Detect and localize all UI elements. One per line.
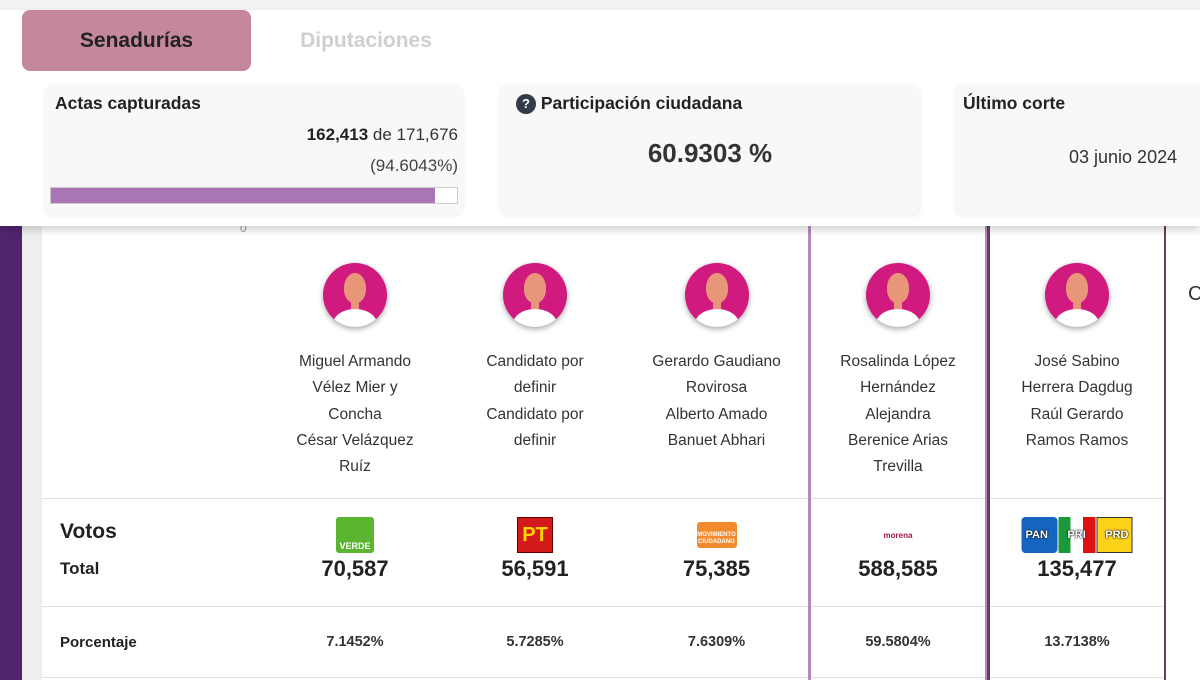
candidate-column: Miguel Armando Vélez Mier y Concha César Ve…	[265, 225, 445, 680]
candidate-name-line: Trevilla	[873, 458, 923, 476]
candidate-name-line: Hernández	[860, 379, 936, 397]
mc-party-logo: MOVIMIENTO CIUDADANO	[696, 522, 737, 548]
candidate-name-line: Gerardo Gaudiano	[652, 353, 781, 370]
summary-header: Senadurías Diputaciones Actas capturadas…	[0, 10, 1200, 226]
candidate-votes: 588,585	[858, 556, 938, 581]
morena-party-logo: morena	[884, 531, 913, 540]
participacion-header: ? Participación ciudadana	[516, 93, 742, 114]
candidate-name-line: Ruíz	[339, 458, 371, 476]
next-column-text: C	[1188, 283, 1200, 305]
question-circle-icon[interactable]: ?	[516, 94, 536, 114]
candidate-names: Miguel Armando Vélez Mier y Concha César Ve…	[265, 349, 445, 480]
avatar	[866, 263, 930, 327]
candidate-percent: 59.5804%	[865, 634, 931, 650]
stray-zero: 0	[240, 221, 247, 235]
row-divider	[42, 677, 1200, 678]
porcentaje-label: Porcentaje	[60, 634, 137, 651]
actas-count: 162,413 de 171,676	[307, 125, 458, 145]
candidate-name-line: Miguel Armando	[298, 353, 411, 370]
candidate-names: Candidato por definir Candidato por definir	[445, 349, 625, 454]
candidate-name-line: José Sabino	[1034, 353, 1120, 370]
candidate-name-line: Raúl Gerardo	[1030, 405, 1124, 423]
corte-date: 03 junio 2024	[1069, 147, 1178, 167]
verde-party-logo: VERDE	[336, 517, 374, 553]
votos-label: Votos	[60, 520, 117, 543]
candidate-percent: 5.7285%	[506, 634, 564, 650]
candidate-names: José Sabino Herrera Dagdug Raúl Gerardo Ram…	[990, 349, 1164, 454]
party-name: PAN PRI PRD	[1025, 529, 1129, 541]
gutter	[22, 225, 42, 680]
participacion-title: Participación ciudadana	[540, 93, 743, 113]
participacion-value: 60.9303 %	[647, 138, 773, 168]
party-name: PT	[522, 523, 548, 546]
candidate-votes: 70,587	[321, 556, 389, 581]
candidate-name-line: Banuet Abhari	[667, 431, 766, 449]
candidate-name-line: César Velázquez	[296, 431, 414, 449]
candidate-name-line: definir	[513, 379, 557, 397]
actas-progress-bar	[50, 187, 458, 204]
next-column: C	[1166, 225, 1200, 680]
candidate-name-line: Rovirosa	[685, 379, 748, 397]
party-logo: PT	[517, 517, 553, 553]
actas-progress-fill	[51, 188, 436, 203]
candidate-name-line: Candidato por	[486, 353, 584, 370]
actas-title: Actas capturadas	[55, 93, 201, 113]
party-logo: MOVIMIENTO CIUDADANO	[696, 517, 737, 553]
candidate-column: Gerardo Gaudiano Rovirosa Alberto Amado Ban…	[625, 225, 808, 680]
candidate-percent: 7.1452%	[326, 634, 384, 650]
candidate-name-line: Concha	[328, 405, 382, 423]
candidate-name-line: Rosalinda López	[840, 353, 956, 370]
candidate-percent: 7.6309%	[687, 634, 746, 650]
candidate-name-line: Vélez Mier y	[312, 379, 398, 397]
total-label: Total	[60, 559, 100, 578]
candidate-name-line: Berenice Arias	[848, 431, 948, 449]
candidate-name-line: Alberto Amado	[665, 405, 768, 423]
party-name: morena	[883, 530, 913, 540]
actas-percent: (94.6043%)	[370, 156, 458, 175]
candidate-names: Rosalinda López Hernández Alejandra Berenic…	[811, 349, 985, 480]
candidate-column: Rosalinda López Hernández Alejandra Berenic…	[808, 225, 988, 680]
pt-party-logo: PT	[517, 517, 553, 553]
avatar	[684, 263, 749, 327]
candidate-column: José Sabino Herrera Dagdug Raúl Gerardo Ram…	[987, 225, 1167, 680]
candidate-name-line: definir	[513, 431, 557, 449]
corte-card: Último corte 03 junio 2024	[955, 85, 1200, 215]
results-table: 0 Votos Total Porcentaje	[42, 221, 1200, 680]
actas-card: Actas capturadas 162,413 de 171,676 (94.…	[45, 85, 463, 215]
candidate-percent: 13.7138%	[1044, 634, 1110, 650]
tab-senadurias[interactable]: Senadurías	[22, 10, 251, 71]
candidate-name-line: Candidato por	[486, 405, 584, 423]
row-divider	[42, 498, 1200, 499]
participacion-card: ? Participación ciudadana 60.9303 %	[500, 85, 920, 215]
party-name: MOVIMIENTO CIUDADANO	[697, 532, 736, 545]
pan-pri-prd-logo: PAN PRI PRD	[1021, 517, 1133, 553]
corte-title: Último corte	[963, 93, 1066, 113]
party-logo: VERDE	[336, 517, 374, 553]
candidate-name-line: Alejandra	[865, 405, 931, 423]
tab-diputaciones[interactable]: Diputaciones	[300, 28, 432, 52]
party-logo: morena	[884, 517, 913, 553]
actas-of: de	[372, 125, 392, 144]
party-name: VERDE	[339, 541, 371, 551]
candidate-column: Candidato por definir Candidato por definir…	[445, 225, 625, 680]
party-logo: PAN PRI PRD	[1021, 517, 1133, 553]
avatar	[1045, 263, 1109, 327]
actas-total: 171,676	[396, 125, 458, 144]
candidate-names: Gerardo Gaudiano Rovirosa Alberto Amado Ban…	[625, 349, 808, 454]
avatar	[503, 263, 567, 327]
candidate-votes: 75,385	[682, 556, 751, 581]
candidate-name-line: Herrera Dagdug	[1021, 379, 1133, 397]
avatar	[323, 263, 387, 327]
row-divider	[42, 606, 1200, 607]
candidate-votes: 135,477	[1037, 556, 1117, 581]
actas-captured: 162,413	[306, 125, 369, 144]
sidebar-strip	[0, 225, 22, 680]
candidate-name-line: Ramos Ramos	[1025, 431, 1129, 449]
candidate-votes: 56,591	[501, 556, 569, 581]
